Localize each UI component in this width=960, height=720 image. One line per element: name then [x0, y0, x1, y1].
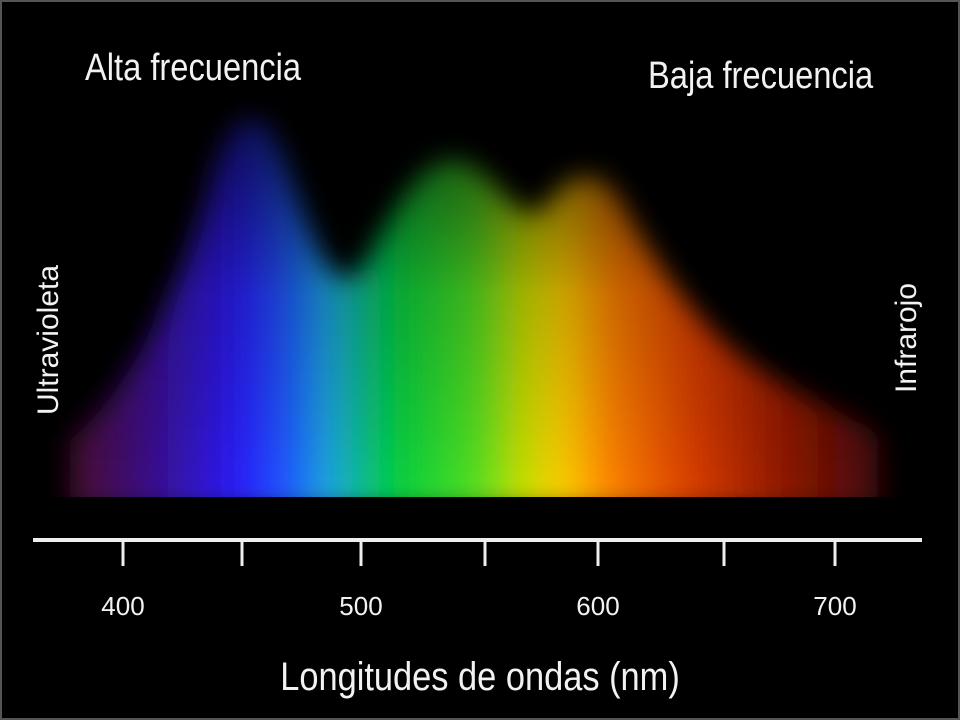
low-frequency-label: Baja frecuencia: [648, 54, 873, 97]
tick-labels: 400 500 600 700: [101, 591, 856, 621]
tick-label: 400: [101, 591, 144, 621]
spectrum: [70, 116, 880, 510]
ultraviolet-label: Ultravioleta: [32, 265, 65, 415]
tick-label: 500: [339, 591, 382, 621]
tick-label: 700: [813, 591, 856, 621]
infrared-label: Infrarojo: [890, 283, 923, 393]
high-frequency-label: Alta frecuencia: [85, 46, 301, 89]
tick-label: 600: [576, 591, 619, 621]
axis-title: Longitudes de ondas (nm): [280, 654, 680, 699]
tick-marks: [121, 540, 837, 566]
